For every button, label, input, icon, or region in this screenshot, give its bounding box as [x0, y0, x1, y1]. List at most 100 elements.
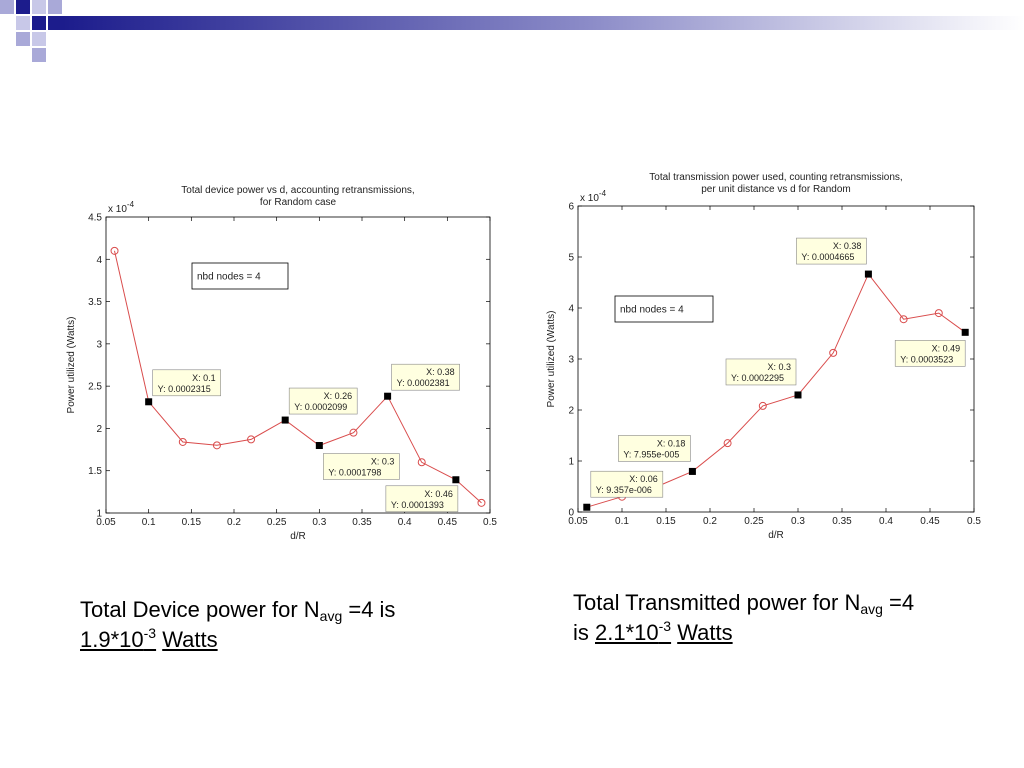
x-tick-label: 0.3 — [312, 517, 326, 528]
caption-value: 2.1*10-3 — [595, 618, 672, 645]
annotation-box — [191, 262, 289, 290]
y-axis-label: Power utilized (Watts) — [66, 317, 77, 414]
datatip-marker — [315, 442, 323, 450]
annotation-text: nbd nodes = 4 — [197, 272, 261, 283]
y-tick-label: 4 — [568, 304, 574, 315]
datatip-y: Y: 7.955e-005 — [623, 449, 679, 459]
caption-value: 1.9*10-3 — [80, 625, 157, 652]
x-tick-label: 0.05 — [96, 517, 116, 528]
y-tick-label: 2 — [568, 406, 574, 417]
caption-text: =4 is — [342, 597, 396, 622]
datatip-x: X: 0.49 — [932, 343, 961, 353]
y-multiplier: x 10-4 — [108, 200, 135, 215]
y-tick-label: 0 — [568, 508, 574, 519]
caption-unit: Watts — [162, 627, 218, 652]
data-point — [349, 428, 358, 437]
datatip-marker — [688, 467, 696, 475]
header-gradient-bar — [62, 16, 1024, 30]
y-tick-label: 3.5 — [88, 297, 102, 308]
datatip-x: X: 0.46 — [424, 489, 453, 499]
datatip-y: Y: 0.0003523 — [900, 354, 953, 364]
deco-square — [32, 0, 46, 14]
datatip-marker — [961, 328, 969, 336]
datatip: X: 0.3Y: 0.0002295 — [725, 358, 797, 386]
data-point — [178, 437, 187, 446]
datatip: X: 0.38Y: 0.0002381 — [391, 363, 460, 391]
datatip-marker — [281, 416, 289, 424]
y-tick-label: 2.5 — [88, 382, 102, 393]
datatip: X: 0.26Y: 0.0002099 — [288, 387, 358, 415]
datatip-box — [288, 387, 358, 415]
annotation-text: nbd nodes = 4 — [620, 305, 684, 316]
data-point — [417, 458, 426, 467]
data-point — [212, 441, 221, 450]
datatip-box — [796, 237, 867, 265]
datatip-x: X: 0.1 — [192, 373, 216, 383]
datatip-box — [152, 369, 221, 397]
datatip-box — [725, 358, 797, 386]
y-tick-label: 4.5 — [88, 213, 102, 224]
x-tick-label: 0.4 — [879, 516, 893, 527]
caption-text: Total Transmitted power for N — [573, 590, 861, 615]
datatip-marker — [452, 476, 460, 484]
datatip-marker — [145, 398, 153, 406]
datatip-y: Y: 0.0002381 — [397, 378, 450, 388]
datatip-y: Y: 0.0001798 — [328, 468, 381, 478]
transmission-power-chart: Total transmission power used, counting … — [540, 170, 990, 550]
datatip-x: X: 0.18 — [657, 438, 686, 448]
datatip-x: X: 0.3 — [371, 457, 395, 467]
data-point — [723, 439, 732, 448]
data-point — [247, 435, 256, 444]
device-power-chart: Total device power vs d, accounting retr… — [60, 183, 510, 558]
x-tick-label: 0.35 — [352, 517, 372, 528]
datatip-box — [590, 470, 664, 498]
x-tick-label: 0.1 — [615, 516, 629, 527]
caption-text: =4 — [882, 590, 915, 615]
caption-text: Total Device power for N — [80, 597, 320, 622]
x-tick-label: 0.45 — [438, 517, 458, 528]
datatip-y: Y: 0.0002315 — [158, 384, 211, 394]
y-axis-label: Power utilized (Watts) — [546, 311, 557, 408]
x-tick-label: 0.25 — [267, 517, 287, 528]
x-tick-label: 0.5 — [967, 516, 981, 527]
chart-title: for Random case — [260, 197, 337, 208]
datatip-box — [894, 340, 966, 367]
deco-square — [32, 48, 46, 62]
datatip-x: X: 0.38 — [426, 367, 455, 377]
datatip-marker — [864, 270, 872, 278]
deco-square — [16, 16, 30, 30]
y-tick-label: 1.5 — [88, 466, 102, 477]
datatip-x: X: 0.38 — [833, 241, 862, 251]
device-power-caption: Total Device power for Navg =4 is 1.9*10… — [80, 595, 520, 655]
datatip-box — [385, 485, 459, 513]
datatip: X: 0.49Y: 0.0003523 — [894, 340, 966, 367]
x-axis-label: d/R — [768, 530, 784, 541]
deco-square — [32, 32, 46, 46]
series-line — [114, 250, 482, 504]
datatip-box — [618, 435, 691, 462]
datatip-marker — [794, 391, 802, 399]
datatip-x: X: 0.26 — [324, 391, 353, 401]
annotation-box — [614, 295, 714, 323]
data-point — [477, 498, 486, 507]
y-tick-label: 5 — [568, 253, 574, 264]
y-tick-label: 2 — [96, 424, 102, 435]
datatip-x: X: 0.06 — [629, 474, 658, 484]
x-tick-label: 0.15 — [656, 516, 676, 527]
datatip-box — [323, 453, 400, 480]
y-tick-label: 1 — [568, 457, 574, 468]
data-point — [829, 348, 838, 357]
datatip: X: 0.46Y: 0.0001393 — [385, 485, 459, 513]
datatip-y: Y: 9.357e-006 — [596, 485, 652, 495]
x-tick-label: 0.3 — [791, 516, 805, 527]
x-tick-label: 0.1 — [142, 517, 156, 528]
x-tick-label: 0.25 — [744, 516, 764, 527]
datatip-marker — [384, 392, 392, 400]
caption-text: is — [573, 620, 595, 645]
caption-exponent: -3 — [143, 625, 157, 641]
y-tick-label: 6 — [568, 202, 574, 213]
datatip: X: 0.1Y: 0.0002315 — [152, 369, 221, 397]
caption-subscript: avg — [860, 601, 883, 617]
caption-subscript: avg — [319, 608, 343, 624]
chart-title: per unit distance vs d for Random — [701, 184, 851, 195]
